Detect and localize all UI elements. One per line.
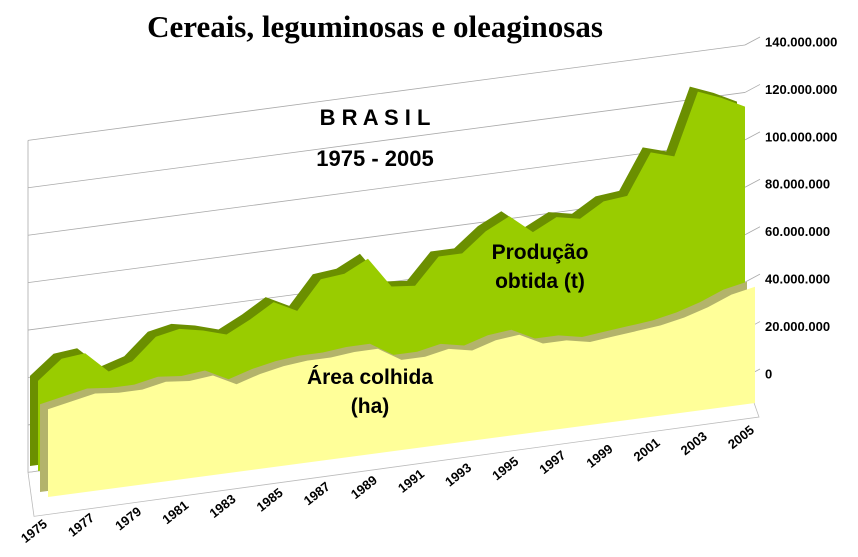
annotation: 1975 - 2005	[316, 146, 434, 171]
x-tick-label: 1981	[159, 497, 191, 527]
grid-line	[27, 92, 746, 189]
tick-mark	[744, 36, 761, 46]
x-tick-label: 2001	[631, 435, 663, 465]
y-tick-label: 40.000.000	[765, 272, 830, 287]
x-tick-label: 1985	[254, 485, 286, 515]
x-tick-label: 1983	[206, 491, 238, 521]
tick-mark	[744, 273, 761, 283]
grid-line	[27, 139, 746, 236]
y-tick-label: 100.000.000	[765, 129, 837, 144]
y-tick-label: 60.000.000	[765, 224, 830, 239]
x-tick-label: 1991	[395, 466, 427, 496]
x-tick-label: 1979	[112, 504, 144, 534]
y-tick-label: 0	[765, 366, 772, 381]
tick-mark	[744, 131, 761, 141]
x-tick-label: 1977	[65, 510, 97, 540]
x-tick-label: 2005	[725, 422, 757, 452]
y-tick-label: 120.000.000	[765, 82, 837, 97]
tick-mark	[744, 84, 761, 93]
tick-mark	[744, 178, 761, 188]
x-tick-label: 2003	[678, 429, 710, 459]
grid-line	[27, 44, 746, 141]
y-tick-label: 20.000.000	[765, 319, 830, 334]
chart-title: Cereais, leguminosas e oleaginosas	[147, 9, 603, 44]
area	[48, 286, 755, 498]
x-tick-label: 1997	[536, 447, 568, 477]
y-tick-label: 80.000.000	[765, 177, 830, 192]
series-label: Área colhida (ha)	[306, 366, 434, 418]
x-tick-label: 1975	[18, 516, 50, 546]
y-tick-label: 140.000.000	[765, 34, 837, 49]
x-tick-label: 1993	[442, 460, 474, 490]
x-tick-label: 1999	[584, 441, 616, 471]
annotation: B R A S I L	[319, 105, 431, 130]
x-tick-label: 1989	[348, 472, 380, 502]
tick-mark	[744, 226, 761, 236]
series-label: Produção obtida (t)	[491, 241, 589, 293]
x-tick-label: 1987	[301, 479, 333, 509]
x-tick-label: 1995	[489, 454, 521, 484]
